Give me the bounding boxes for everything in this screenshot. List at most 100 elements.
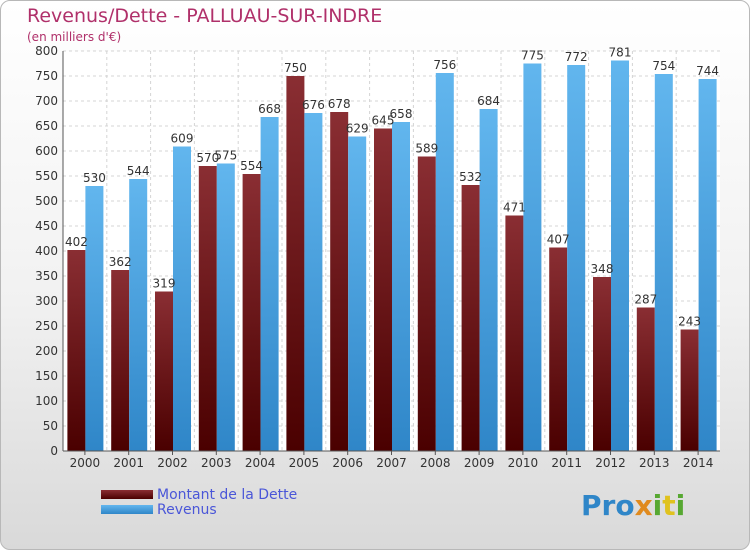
value-label-revenus: 668 [258,102,281,116]
x-tick-label: 2002 [157,456,188,470]
bar-revenus [435,73,454,451]
y-tick-label: 550 [35,169,58,183]
value-label-dette: 287 [634,293,657,307]
value-label-dette: 402 [65,235,88,249]
value-label-revenus: 629 [346,122,369,136]
bar-dette [155,291,173,451]
legend-item-revenus: Revenus [101,501,297,518]
bar-revenus [129,179,148,451]
y-tick-label: 50 [43,419,58,433]
value-label-dette: 532 [459,170,482,184]
x-tick-label: 2013 [639,456,670,470]
value-label-dette: 362 [109,255,132,269]
value-label-revenus: 658 [390,107,413,121]
bar-revenus [698,79,717,451]
bar-dette [461,185,480,451]
y-tick-label: 300 [35,294,58,308]
y-tick-label: 450 [35,219,58,233]
y-tick-label: 350 [35,269,58,283]
value-label-revenus: 772 [565,50,588,64]
value-label-revenus: 744 [696,64,719,78]
value-label-dette: 471 [503,201,526,215]
value-label-revenus: 609 [171,132,194,146]
x-tick-label: 2010 [508,456,539,470]
legend-swatch-revenus [101,505,153,514]
bar-revenus [567,65,586,451]
value-label-dette: 589 [415,142,438,156]
bar-revenus [216,163,235,451]
value-label-dette: 319 [153,277,176,291]
bar-dette [505,215,524,451]
value-label-dette: 407 [547,233,570,247]
bar-revenus [523,63,542,451]
value-label-dette: 348 [591,262,614,276]
bar-dette [198,166,217,451]
bar-revenus [173,146,191,451]
bar-dette [417,156,436,451]
bar-dette [549,247,568,451]
bar-revenus [392,122,410,451]
legend-item-dette: Montant de la Dette [101,486,298,503]
x-tick-label: 2001 [113,456,144,470]
value-label-revenus: 575 [214,149,237,163]
value-label-revenus: 544 [127,164,150,178]
y-tick-label: 500 [35,194,58,208]
value-label-dette: 554 [240,159,263,173]
bar-revenus [348,136,367,451]
bar-revenus [85,186,104,451]
bar-dette [286,76,305,451]
value-label-dette: 678 [328,97,351,111]
value-label-revenus: 684 [477,94,500,108]
value-label-revenus: 676 [302,98,325,112]
bar-dette [67,250,86,451]
bar-dette [593,277,611,451]
x-tick-label: 2000 [70,456,101,470]
value-label-revenus: 530 [83,171,106,185]
x-tick-label: 2006 [332,456,363,470]
y-tick-label: 100 [35,394,58,408]
value-label-dette: 750 [284,61,307,75]
legend-swatch-dette [101,490,153,499]
x-tick-label: 2012 [595,456,626,470]
x-tick-label: 2014 [683,456,714,470]
bar-dette [374,128,392,451]
x-tick-label: 2004 [245,456,276,470]
value-label-revenus: 775 [521,49,544,63]
value-label-revenus: 781 [609,46,632,60]
y-tick-label: 700 [35,94,58,108]
legend-label-revenus: Revenus [157,501,217,518]
y-tick-label: 250 [35,319,58,333]
x-tick-label: 2005 [289,456,320,470]
y-tick-label: 600 [35,144,58,158]
bar-revenus [654,74,673,451]
x-tick-label: 2009 [464,456,495,470]
y-tick-label: 650 [35,119,58,133]
bar-revenus [479,109,498,451]
legend-label-dette: Montant de la Dette [157,486,298,503]
value-label-dette: 570 [196,151,219,165]
value-label-revenus: 756 [433,58,456,72]
bar-dette [330,112,349,451]
bar-revenus [611,60,629,451]
bar-dette [636,307,655,451]
bar-dette [111,270,130,451]
x-tick-label: 2011 [551,456,582,470]
chart-title: Revenus/Dette - PALLUAU-SUR-INDRE [27,5,383,27]
value-label-dette: 243 [678,315,701,329]
proxiti-logo: Proxiti [581,489,686,522]
value-label-dette: 645 [372,114,395,128]
y-tick-label: 150 [35,369,58,383]
x-tick-label: 2003 [201,456,232,470]
y-tick-label: 0 [50,444,58,458]
y-tick-label: 800 [35,44,58,58]
value-label-revenus: 754 [652,59,675,73]
bar-revenus [304,113,323,451]
x-tick-label: 2008 [420,456,451,470]
y-tick-label: 200 [35,344,58,358]
x-tick-label: 2007 [376,456,407,470]
bar-dette [680,329,699,451]
chart-legend: Montant de la Dette Revenus [101,486,298,518]
y-tick-label: 400 [35,244,58,258]
